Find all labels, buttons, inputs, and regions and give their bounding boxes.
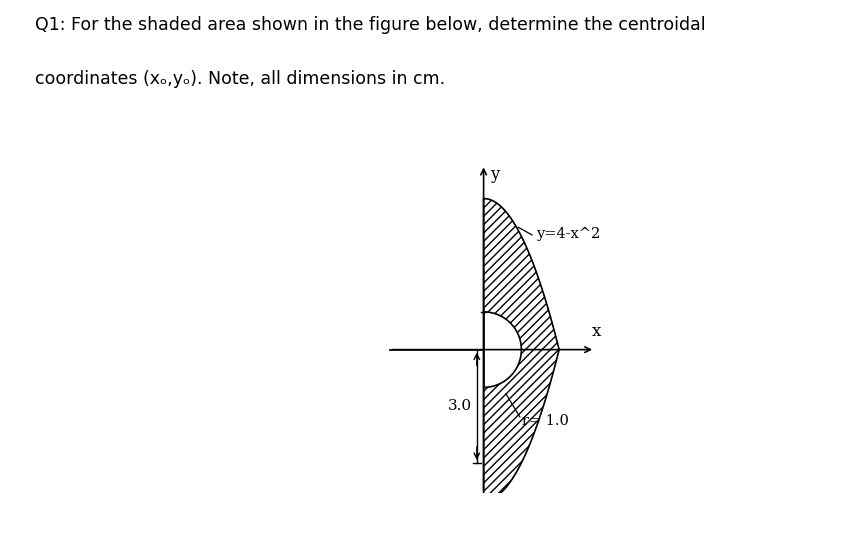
Text: 3.0: 3.0 (448, 399, 472, 413)
Text: coordinates (xₒ,yₒ). Note, all dimensions in cm.: coordinates (xₒ,yₒ). Note, all dimension… (35, 70, 445, 88)
Text: y=4-x^2: y=4-x^2 (535, 227, 600, 241)
Text: x: x (593, 323, 601, 340)
Polygon shape (484, 312, 522, 388)
Text: Q1: For the shaded area shown in the figure below, determine the centroidal: Q1: For the shaded area shown in the fig… (35, 16, 705, 34)
Text: y: y (490, 167, 500, 183)
Text: r= 1.0: r= 1.0 (522, 414, 569, 428)
Polygon shape (484, 198, 559, 501)
